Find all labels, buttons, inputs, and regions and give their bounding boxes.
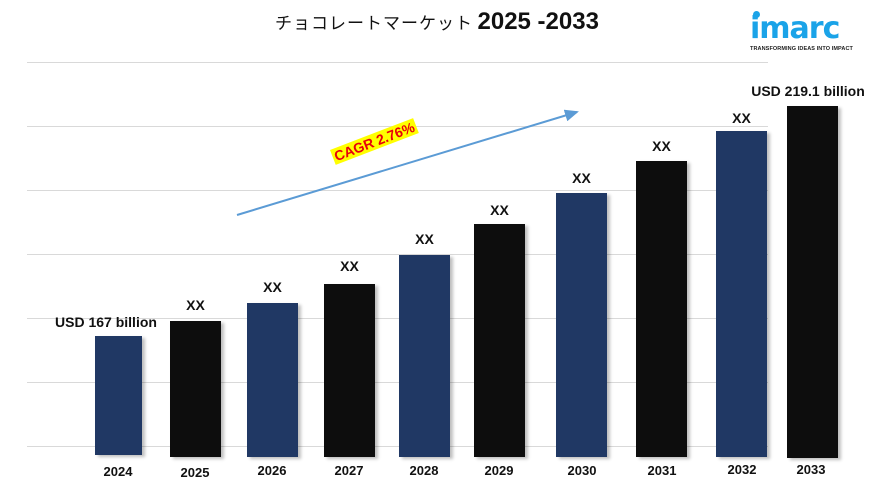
x-label-2032: 2032 (727, 462, 757, 477)
bar-2032 (716, 131, 767, 457)
logo-wordmark: imarc (750, 11, 840, 46)
data-label-2031: XX (652, 138, 671, 154)
gridline (27, 62, 768, 63)
bar-2024 (95, 336, 142, 455)
x-label-2033: 2033 (796, 462, 826, 477)
bar-2028 (399, 255, 450, 457)
x-label-2028: 2028 (409, 463, 439, 478)
bar-2031 (636, 161, 687, 457)
x-label-2027: 2027 (334, 463, 364, 478)
logo-tagline: TRANSFORMING IDEAS INTO IMPACT (750, 46, 854, 52)
gridline (27, 446, 768, 447)
x-label-2025: 2025 (180, 465, 210, 480)
gridline (27, 254, 768, 255)
data-label-2024: USD 167 billion (55, 314, 157, 330)
data-label-2030: XX (572, 170, 591, 186)
data-label-2033: USD 219.1 billion (751, 83, 865, 99)
gridline (27, 382, 768, 383)
chart-title-years: 2025 -2033 (477, 8, 599, 35)
x-label-2030: 2030 (567, 463, 597, 478)
data-label-2029: XX (490, 202, 509, 218)
x-label-2031: 2031 (647, 463, 677, 478)
bar-2025 (170, 321, 221, 457)
bar-2027 (324, 284, 375, 457)
data-label-2028: XX (415, 231, 434, 247)
data-label-2032: XX (732, 110, 751, 126)
x-label-2029: 2029 (484, 463, 514, 478)
bar-2030 (556, 193, 607, 457)
x-label-2026: 2026 (257, 463, 287, 478)
imarc-logo: imarc TRANSFORMING IDEAS INTO IMPACT (750, 8, 860, 52)
data-label-2026: XX (263, 279, 282, 295)
data-label-2025: XX (186, 297, 205, 313)
bar-2033 (787, 106, 838, 458)
gridline (27, 318, 768, 319)
bar-2026 (247, 303, 298, 457)
data-label-2027: XX (340, 258, 359, 274)
logo-dot-icon (753, 11, 760, 18)
chart-title-japanese: チョコレートマーケット (275, 14, 474, 34)
chart-title: チョコレートマーケット 2025 -2033 (0, 8, 874, 36)
gridline (27, 190, 768, 191)
bar-2029 (474, 224, 525, 457)
x-label-2024: 2024 (103, 464, 133, 479)
